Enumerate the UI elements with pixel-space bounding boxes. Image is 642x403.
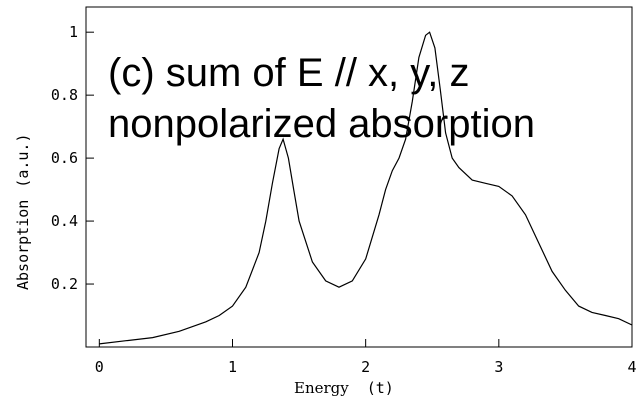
annotation-line-2: nonpolarized absorption bbox=[108, 102, 535, 146]
y-axis-label: Absorption (a.u.) bbox=[14, 134, 32, 291]
x-tick-label: 2 bbox=[361, 358, 370, 376]
x-tick-label: 0 bbox=[95, 358, 104, 376]
x-axis-label-word: Energy bbox=[294, 379, 349, 397]
x-axis-label-unit: (t) bbox=[367, 379, 394, 397]
y-tick-label: 0.2 bbox=[51, 275, 78, 293]
annotation-line-1: (c) sum of E // x, y, z bbox=[108, 51, 470, 95]
x-axis-label: Energy (t) bbox=[294, 379, 394, 397]
y-tick-label: 0.6 bbox=[51, 149, 78, 167]
x-tick-label: 4 bbox=[627, 358, 636, 376]
x-axis-ticks: 0 1 2 3 4 bbox=[95, 339, 637, 376]
plot-frame bbox=[85, 6, 633, 348]
y-axis-label-unit: (a.u.) bbox=[14, 134, 32, 188]
x-tick-label: 3 bbox=[494, 358, 503, 376]
y-axis-ticks: 0.2 0.4 0.6 0.8 1 bbox=[51, 23, 94, 293]
y-tick-label: 0.4 bbox=[51, 212, 78, 230]
x-tick-label: 1 bbox=[228, 358, 237, 376]
y-axis-label-word: Absorption bbox=[14, 200, 32, 290]
y-tick-label: 0.8 bbox=[51, 86, 78, 104]
y-tick-label: 1 bbox=[69, 23, 78, 41]
absorption-series-line bbox=[99, 31, 633, 345]
